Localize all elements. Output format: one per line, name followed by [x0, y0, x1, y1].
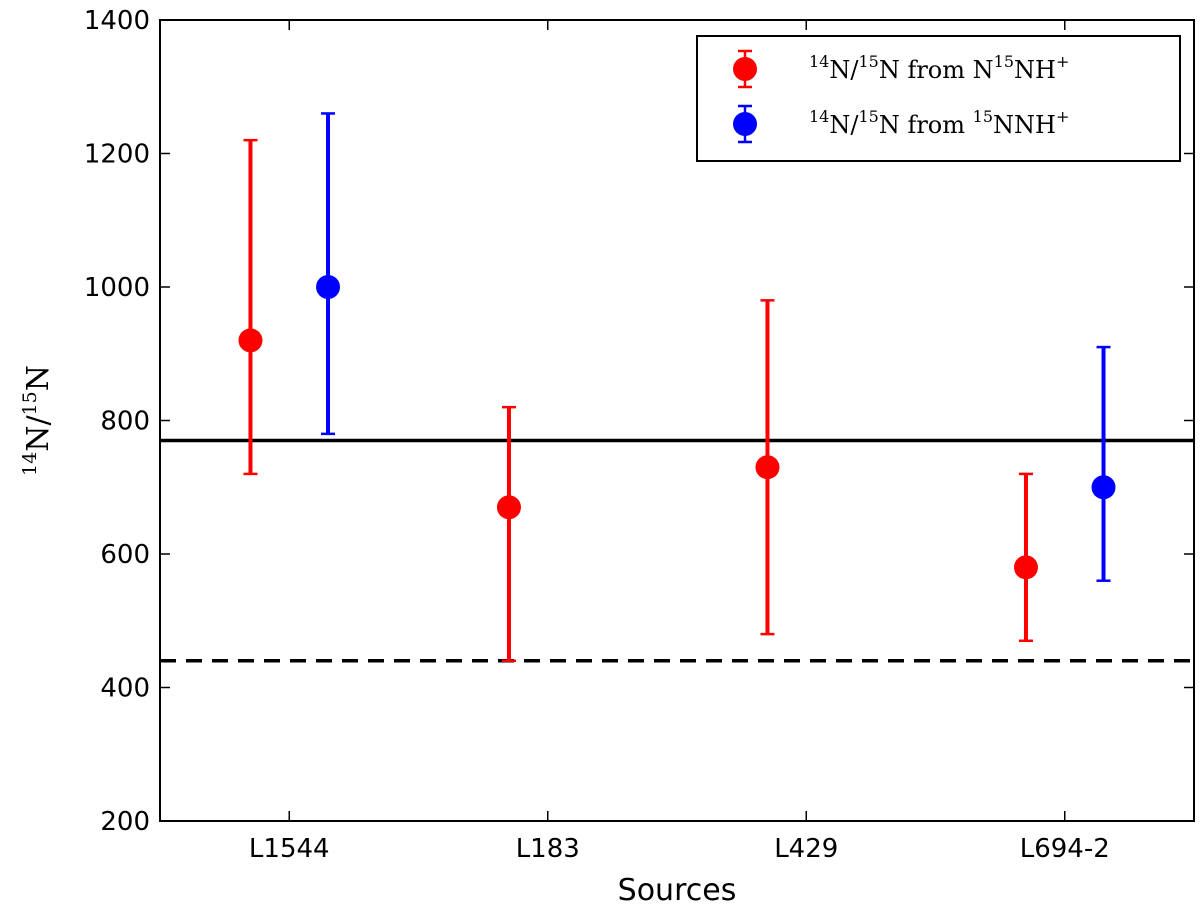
x-tick-label: L694-2 [1020, 834, 1110, 864]
legend-text-part: NH [1014, 56, 1056, 84]
y-tick-label: 1000 [84, 273, 150, 303]
legend-text-part: 15 [858, 52, 878, 71]
x-tick-label: L1544 [249, 834, 330, 864]
series-1 [238, 138, 1038, 663]
legend-text-part: N/ [829, 111, 859, 139]
x-axis-label: Sources [618, 873, 737, 908]
y-label-sup1: 14 [19, 452, 41, 476]
plot-frame [159, 19, 1195, 822]
data-point [238, 328, 263, 353]
y-label-sup2: 15 [19, 391, 41, 415]
y-axis-label: 14N/15N [19, 365, 56, 476]
data-point [1091, 475, 1116, 500]
legend-entry-1: 14N/15N from N15NH+ [733, 49, 1069, 89]
data-point [1013, 555, 1038, 580]
legend-entry-2: 14N/15N from 15NNH+ [733, 104, 1069, 144]
legend-text-part: N/ [829, 56, 859, 84]
y-tick-label: 1400 [84, 6, 150, 36]
legend-marker [733, 57, 757, 81]
legend-label: 14N/15N from N15NH+ [809, 52, 1069, 84]
y-tick-label: 800 [100, 407, 150, 437]
y-label-base2: N [21, 365, 56, 391]
x-tick-label: L429 [774, 834, 838, 864]
legend-text-part: N from N [879, 56, 994, 84]
data-point [496, 495, 521, 520]
legend-marker [733, 112, 757, 136]
legend-text-part: 15 [973, 107, 993, 126]
series-2 [316, 112, 1116, 582]
legend-text-part: 14 [809, 52, 829, 71]
legend-text-part: 15 [994, 52, 1014, 71]
reference-lines [160, 438, 1194, 663]
y-tick-label: 400 [100, 674, 150, 704]
y-tick-label: 600 [100, 540, 150, 570]
legend-text-part: 14 [809, 107, 829, 126]
x-axis-ticks: L1544 L183 L429 L694-2 [249, 20, 1110, 864]
legend: 14N/15N from N15NH+14N/15N from 15NNH+ [696, 35, 1181, 162]
legend-text-part: N from [879, 111, 973, 139]
y-tick-label: 1200 [84, 140, 150, 170]
y-tick-label: 200 [100, 807, 150, 837]
legend-label: 14N/15N from 15NNH+ [809, 107, 1069, 139]
x-tick-label: L183 [516, 834, 580, 864]
data-point [755, 455, 780, 480]
legend-box [696, 35, 1181, 162]
legend-text-part: + [1056, 52, 1069, 71]
data-points [238, 112, 1116, 663]
legend-text-part: 15 [858, 107, 878, 126]
data-point [316, 275, 341, 299]
legend-text-part: NNH [993, 111, 1056, 139]
y-axis-ticks: 200 400 600 800 1000 1200 1400 [84, 6, 1194, 837]
y-label-base1: N/ [21, 415, 56, 452]
legend-text-part: + [1056, 107, 1069, 126]
